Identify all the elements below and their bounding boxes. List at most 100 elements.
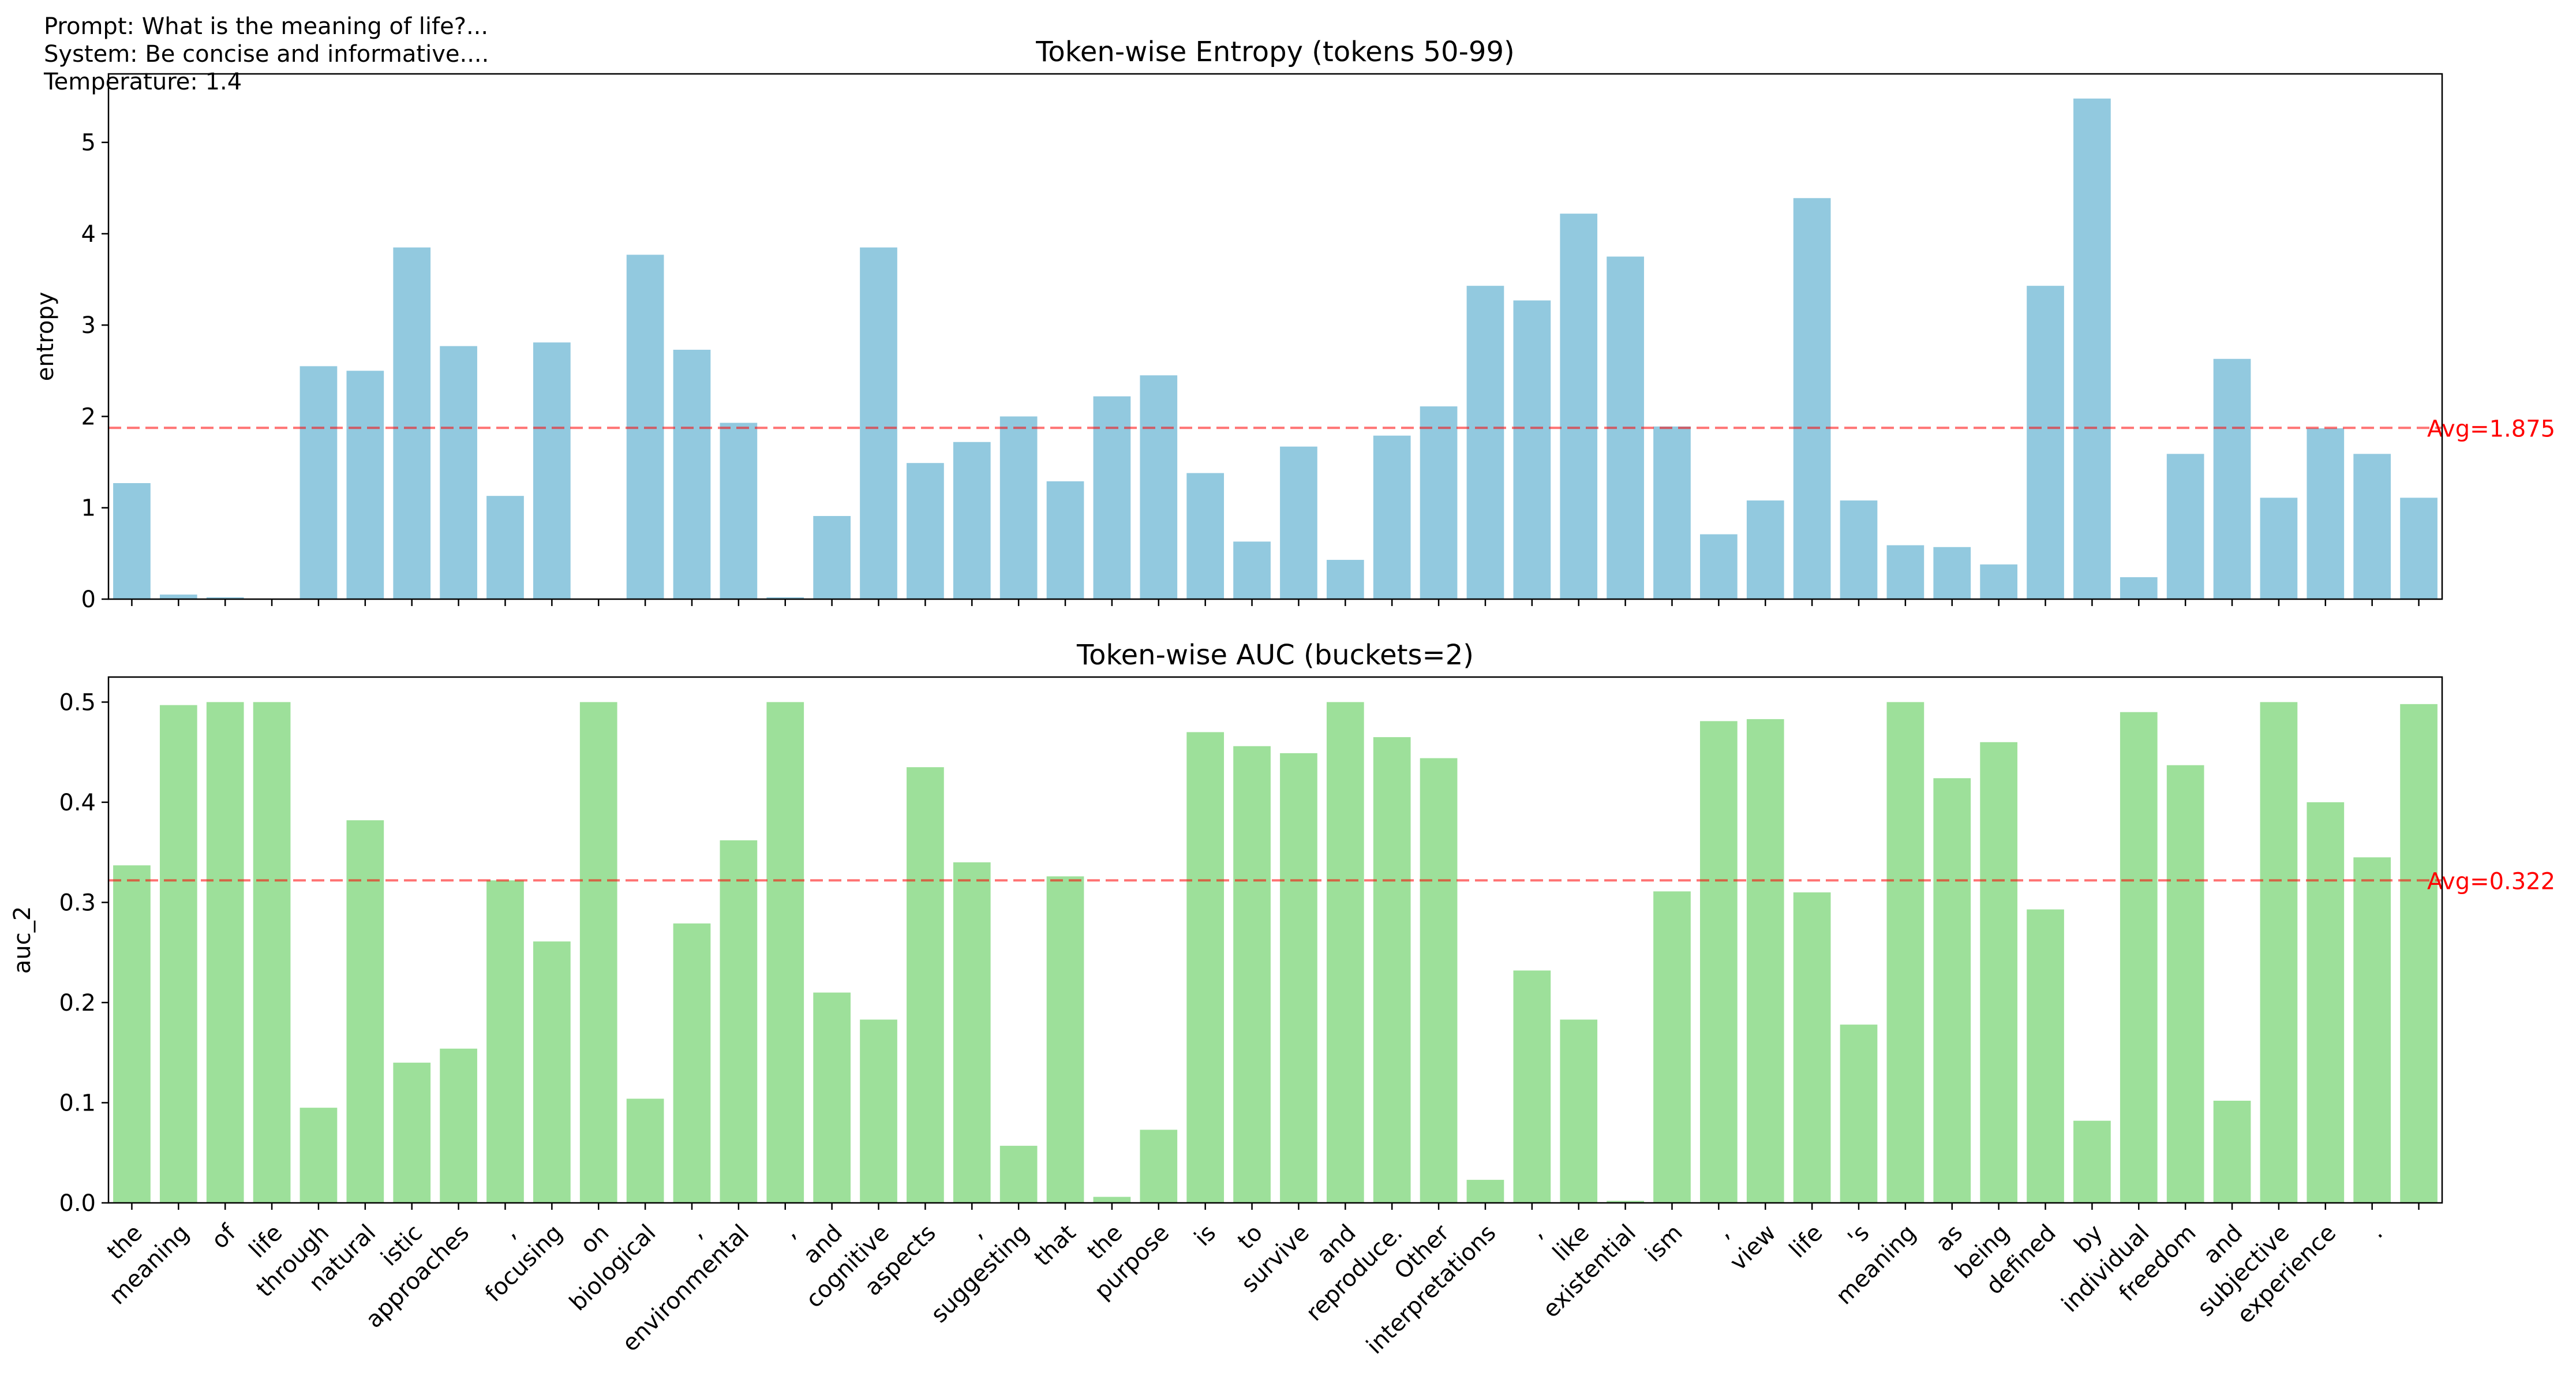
average-label: Avg=1.875 bbox=[2427, 416, 2555, 442]
bar bbox=[626, 1098, 664, 1203]
bar bbox=[1933, 547, 1971, 599]
bar bbox=[673, 923, 711, 1203]
bar bbox=[813, 992, 851, 1203]
bar bbox=[1326, 702, 1364, 1203]
x-tick-label: , bbox=[1710, 1220, 1735, 1244]
bar bbox=[2353, 857, 2391, 1203]
bar bbox=[346, 371, 384, 599]
bar bbox=[1980, 564, 2017, 599]
bar bbox=[2120, 712, 2158, 1203]
bar bbox=[1886, 702, 1924, 1203]
bar bbox=[1700, 721, 1738, 1203]
bar bbox=[1980, 742, 2017, 1203]
y-tick-label: 1 bbox=[81, 495, 96, 522]
bar bbox=[206, 597, 244, 599]
bar bbox=[953, 442, 991, 599]
x-tick-label: focusing bbox=[480, 1220, 568, 1307]
bar bbox=[999, 1146, 1038, 1203]
bar bbox=[1140, 1130, 1178, 1203]
x-tick-label: that bbox=[1029, 1220, 1081, 1272]
bar bbox=[1513, 300, 1551, 599]
bar bbox=[1373, 737, 1411, 1203]
bar bbox=[1093, 1197, 1131, 1203]
x-tick-label: as bbox=[1931, 1220, 1968, 1257]
bar bbox=[766, 702, 804, 1203]
bar bbox=[486, 496, 524, 599]
bar bbox=[1840, 1025, 1878, 1203]
y-tick-label: 0.1 bbox=[59, 1090, 96, 1116]
bar bbox=[953, 862, 991, 1203]
bar bbox=[999, 416, 1038, 599]
x-tick-label: , bbox=[1524, 1220, 1548, 1244]
bar bbox=[346, 820, 384, 1203]
plot-frame bbox=[107, 676, 2443, 1204]
bar bbox=[2027, 286, 2064, 599]
bar bbox=[1607, 1201, 1644, 1203]
y-tick-label: 0.3 bbox=[59, 889, 96, 916]
x-tick-label: is bbox=[1189, 1220, 1221, 1251]
x-tick-label: of bbox=[207, 1219, 241, 1254]
bar bbox=[1700, 534, 1738, 599]
bar bbox=[1560, 214, 1598, 599]
x-tick-label: view bbox=[1725, 1220, 1781, 1276]
bar bbox=[1326, 559, 1364, 599]
x-tick-label: . bbox=[2364, 1220, 2388, 1244]
bar bbox=[1280, 753, 1317, 1203]
bar bbox=[1886, 545, 1924, 599]
x-tick-label: ism bbox=[1640, 1220, 1688, 1268]
y-axis-label: entropy bbox=[32, 292, 59, 382]
y-tick-label: 0.0 bbox=[59, 1190, 96, 1217]
bar bbox=[299, 366, 338, 599]
bar bbox=[2213, 358, 2251, 599]
bar bbox=[1840, 500, 1878, 599]
bar bbox=[2073, 98, 2111, 600]
bar bbox=[113, 865, 151, 1203]
bar bbox=[2166, 765, 2204, 1203]
bar bbox=[299, 1108, 338, 1203]
bar bbox=[720, 423, 758, 599]
bar bbox=[1653, 426, 1691, 599]
bar bbox=[533, 342, 571, 599]
temperature-note: Temperature: 1.4 bbox=[44, 69, 242, 95]
bar bbox=[393, 247, 431, 599]
bar bbox=[860, 247, 897, 599]
bar bbox=[159, 705, 197, 1203]
x-tick-label: 's bbox=[1843, 1220, 1874, 1251]
x-tick-label: , bbox=[964, 1220, 988, 1244]
bar bbox=[860, 1019, 897, 1203]
bar bbox=[1420, 758, 1458, 1203]
bar bbox=[253, 702, 291, 1203]
average-label: Avg=0.322 bbox=[2427, 868, 2555, 895]
bar bbox=[2400, 498, 2438, 599]
bar bbox=[159, 595, 197, 599]
bar bbox=[2307, 802, 2345, 1203]
bar bbox=[907, 463, 944, 599]
bar bbox=[393, 1063, 431, 1203]
bar bbox=[1746, 719, 1784, 1203]
y-tick-label: 0.5 bbox=[59, 689, 96, 716]
bar bbox=[1746, 500, 1784, 599]
x-tick-label: to bbox=[1233, 1220, 1268, 1255]
bar bbox=[2027, 909, 2064, 1203]
bar bbox=[1280, 446, 1317, 599]
bar bbox=[907, 767, 944, 1203]
bar bbox=[2400, 704, 2438, 1203]
bar bbox=[1046, 481, 1084, 599]
bar bbox=[533, 941, 571, 1203]
bar bbox=[2213, 1101, 2251, 1203]
bar bbox=[2166, 454, 2204, 599]
bar bbox=[1140, 375, 1178, 599]
chart-title: Token-wise AUC (buckets=2) bbox=[1076, 639, 1474, 671]
bar bbox=[2307, 428, 2345, 599]
bar bbox=[1186, 473, 1225, 599]
y-tick-label: 0.2 bbox=[59, 990, 96, 1016]
bar bbox=[579, 702, 617, 1203]
y-tick-label: 2 bbox=[81, 403, 96, 430]
entropy-chart: Token-wise Entropy (tokens 50-99) Avg=1.8… bbox=[32, 36, 2555, 613]
bar bbox=[1093, 396, 1131, 599]
y-tick-label: 4 bbox=[81, 221, 96, 248]
bar bbox=[673, 349, 711, 599]
bar bbox=[1466, 1180, 1504, 1203]
x-tick-label: , bbox=[777, 1220, 802, 1244]
